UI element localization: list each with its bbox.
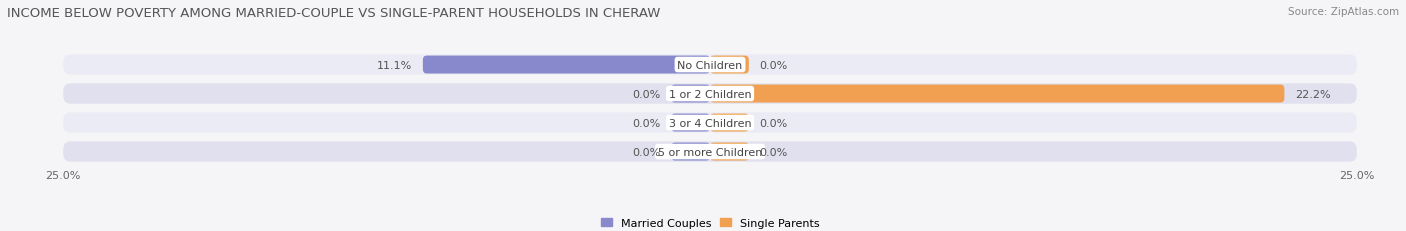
Text: 0.0%: 0.0%: [633, 89, 661, 99]
FancyBboxPatch shape: [671, 85, 710, 103]
FancyBboxPatch shape: [63, 113, 1357, 133]
Text: 22.2%: 22.2%: [1295, 89, 1330, 99]
FancyBboxPatch shape: [710, 143, 749, 161]
Text: 1 or 2 Children: 1 or 2 Children: [669, 89, 751, 99]
Text: 5 or more Children: 5 or more Children: [658, 147, 762, 157]
FancyBboxPatch shape: [63, 55, 1357, 75]
Text: No Children: No Children: [678, 60, 742, 70]
Text: 0.0%: 0.0%: [633, 147, 661, 157]
FancyBboxPatch shape: [423, 56, 710, 74]
FancyBboxPatch shape: [63, 84, 1357, 104]
Text: 3 or 4 Children: 3 or 4 Children: [669, 118, 751, 128]
FancyBboxPatch shape: [671, 143, 710, 161]
FancyBboxPatch shape: [671, 114, 710, 132]
Text: 0.0%: 0.0%: [759, 118, 787, 128]
FancyBboxPatch shape: [710, 114, 749, 132]
Text: 11.1%: 11.1%: [377, 60, 412, 70]
Legend: Married Couples, Single Parents: Married Couples, Single Parents: [596, 213, 824, 231]
FancyBboxPatch shape: [63, 142, 1357, 162]
FancyBboxPatch shape: [710, 85, 1284, 103]
Text: INCOME BELOW POVERTY AMONG MARRIED-COUPLE VS SINGLE-PARENT HOUSEHOLDS IN CHERAW: INCOME BELOW POVERTY AMONG MARRIED-COUPL…: [7, 7, 661, 20]
Text: 0.0%: 0.0%: [759, 147, 787, 157]
Text: Source: ZipAtlas.com: Source: ZipAtlas.com: [1288, 7, 1399, 17]
Text: 0.0%: 0.0%: [759, 60, 787, 70]
Text: 0.0%: 0.0%: [633, 118, 661, 128]
FancyBboxPatch shape: [710, 56, 749, 74]
